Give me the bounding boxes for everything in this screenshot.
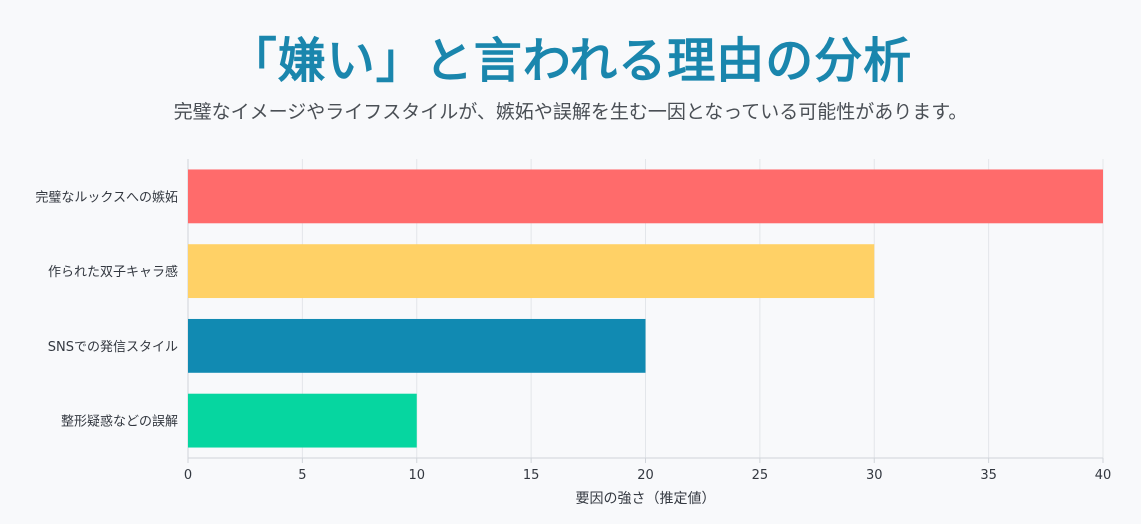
bar: [188, 244, 875, 299]
category-label: 完璧なルックスへの嫉妬: [35, 189, 178, 205]
bar: [188, 318, 646, 373]
bar: [188, 169, 1103, 224]
x-tick-label: 30: [866, 468, 883, 483]
x-tick-labels: 0 5 10 15 20 25 30 35 40: [184, 468, 1111, 483]
bar: [188, 393, 417, 448]
x-tick-label: 0: [184, 468, 192, 483]
category-label: SNSでの発信スタイル: [48, 340, 178, 355]
x-axis-title: 要因の強さ（推定値）: [576, 491, 716, 507]
x-tick-label: 15: [523, 468, 540, 483]
x-tick-label: 20: [637, 468, 654, 483]
x-tick-label: 40: [1095, 468, 1112, 483]
page-title: 「嫌い」と言われる理由の分析: [228, 33, 913, 89]
x-tick-label: 35: [980, 468, 997, 483]
category-label: 作られた双子キャラ感: [48, 264, 178, 280]
category-label: 整形疑惑などの誤解: [61, 414, 178, 430]
x-tick-label: 25: [752, 468, 769, 483]
x-tick-label: 10: [408, 468, 425, 483]
x-tick-label: 5: [298, 468, 306, 483]
bars: [188, 169, 1103, 448]
page-subtitle: 完璧なイメージやライフスタイルが、嫉妬や誤解を生む一因となっている可能性がありま…: [173, 101, 968, 123]
